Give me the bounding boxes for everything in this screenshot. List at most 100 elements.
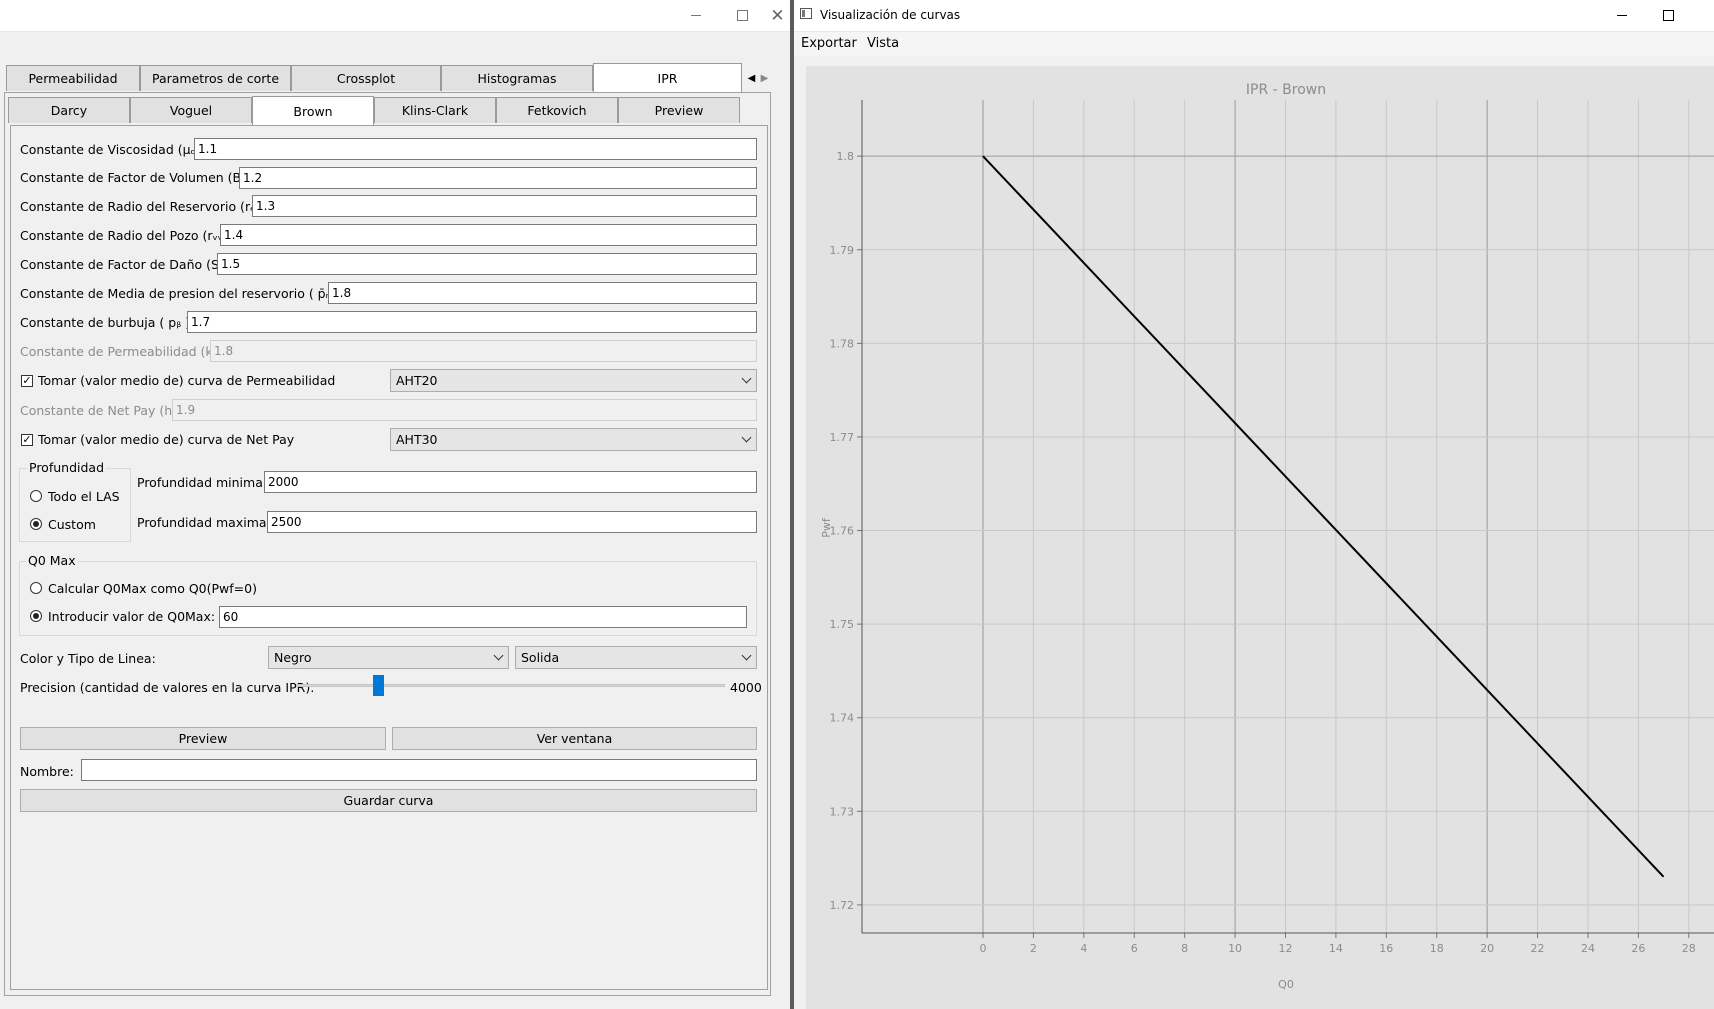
menubar: Exportar Vista [794, 32, 1714, 56]
ipr-chart[interactable]: IPR - Brown 0 2 4 6 8 10 12 14 16 18 20 22 24 26 28 1.… [806, 66, 1714, 1009]
permeability-curve-select[interactable]: AHT20 [390, 369, 757, 392]
line-type-select[interactable]: Solida [515, 646, 757, 669]
todo-el-las-radio[interactable] [30, 490, 42, 502]
x-tick-label: 16 [1379, 942, 1393, 955]
x-tick-label: 18 [1430, 942, 1444, 955]
q0max-calc-radio[interactable] [30, 582, 42, 594]
netpay-input[interactable]: 1.9 [172, 399, 757, 421]
x-tick-label: 10 [1228, 942, 1242, 955]
x-tick-label: 20 [1480, 942, 1494, 955]
line-type-value: Solida [521, 650, 560, 665]
y-tick-label: 1.73 [830, 805, 855, 818]
menu-exportar[interactable]: Exportar [801, 36, 857, 51]
tab-histogramas[interactable]: Histogramas [441, 65, 593, 91]
max-depth-input[interactable]: 2500 [267, 511, 757, 533]
tab-permeabilidad[interactable]: Permeabilidad [6, 65, 140, 91]
subtab-voguel[interactable]: Voguel [130, 97, 252, 123]
line-color-select[interactable]: Negro [268, 646, 509, 669]
chevron-down-icon [493, 650, 504, 661]
tab-scroll-left-icon[interactable]: ◀ [747, 72, 756, 84]
q0max-group [19, 561, 757, 636]
q0max-title: Q0 Max [26, 553, 78, 568]
x-tick-label: 8 [1181, 942, 1188, 955]
reservoir-radius-input[interactable]: 1.3 [252, 195, 757, 217]
profundidad-title: Profundidad [27, 460, 107, 475]
y-tick-label: 1.79 [830, 244, 855, 257]
netpay-curve-value: AHT30 [396, 432, 438, 447]
permeability-curve-label: Tomar (valor medio de) curva de Permeabi… [38, 373, 336, 388]
nombre-input[interactable] [81, 759, 757, 781]
x-tick-label: 0 [979, 942, 986, 955]
netpay-label: Constante de Net Pay (h): [20, 403, 182, 418]
chart-series [982, 155, 1665, 878]
subtab-preview[interactable]: Preview [618, 97, 740, 123]
subtab-darcy[interactable]: Darcy [8, 97, 130, 123]
subtab-brown[interactable]: Brown [252, 96, 374, 125]
q0max-value-input[interactable]: 60 [219, 606, 747, 628]
window-title: Visualización de curvas [820, 8, 961, 22]
x-tick-label: 12 [1278, 942, 1292, 955]
q0max-calc-label: Calcular Q0Max como Q0(Pwf=0) [48, 581, 257, 596]
permeability-curve-checkbox[interactable]: ✓ [21, 374, 33, 387]
chevron-down-icon [741, 650, 752, 661]
volume-factor-input[interactable]: 1.2 [239, 167, 757, 189]
mean-pressure-label: Constante de Media de presion del reserv… [20, 286, 342, 301]
custom-radio[interactable] [30, 518, 42, 530]
menu-vista[interactable]: Vista [867, 36, 900, 51]
bubble-point-input[interactable]: 1.7 [187, 311, 757, 333]
subtab-klins-clark[interactable]: Klins-Clark [374, 97, 496, 123]
y-tick-label: 1.8 [837, 150, 855, 163]
viscosity-label: Constante de Viscosidad (μₒ): [20, 142, 205, 157]
line-color-value: Negro [274, 650, 312, 665]
precision-slider-track[interactable] [296, 684, 725, 687]
well-radius-label: Constante de Radio del Pozo (rᵥᵥ): [20, 228, 233, 243]
ipr-curve-line [982, 155, 1665, 878]
min-depth-input[interactable]: 2000 [264, 471, 757, 493]
permeability-input[interactable]: 1.8 [210, 340, 757, 362]
preview-button[interactable]: Preview [20, 727, 386, 750]
x-tick-label: 22 [1531, 942, 1545, 955]
precision-value: 4000 [730, 680, 762, 695]
netpay-curve-checkbox[interactable]: ✓ [21, 433, 33, 446]
x-tick-label: 26 [1631, 942, 1645, 955]
tab-scroll-right-icon[interactable]: ▶ [760, 72, 769, 84]
chevron-down-icon [741, 373, 752, 384]
tab-parametros-de-corte[interactable]: Parametros de corte [140, 65, 291, 91]
bubble-point-label: Constante de burbuja ( pᵦ ): [20, 315, 195, 330]
x-tick-label: 2 [1030, 942, 1037, 955]
nombre-label: Nombre: [20, 764, 74, 779]
left-titlebar: ✕ [0, 0, 790, 32]
chart-grid [862, 100, 1714, 933]
subtab-fetkovich[interactable]: Fetkovich [496, 97, 618, 123]
y-tick-label: 1.77 [830, 431, 855, 444]
mean-pressure-input[interactable]: 1.8 [328, 282, 757, 304]
close-icon[interactable]: ✕ [770, 5, 785, 26]
q0max-input-radio[interactable] [30, 610, 42, 622]
chart-title: IPR - Brown [1246, 82, 1326, 98]
window-divider [790, 0, 794, 1009]
minimize-icon[interactable] [1599, 0, 1645, 31]
maximize-icon[interactable] [719, 0, 765, 31]
ver-ventana-button[interactable]: Ver ventana [392, 727, 757, 750]
tab-crossplot[interactable]: Crossplot [291, 65, 441, 91]
y-tick-label: 1.75 [830, 618, 855, 631]
viscosity-input[interactable]: 1.1 [194, 138, 757, 160]
netpay-curve-select[interactable]: AHT30 [390, 428, 757, 451]
right-titlebar: Visualización de curvas [794, 0, 1714, 32]
tab-ipr[interactable]: IPR [593, 63, 742, 92]
x-tick-labels: 0 2 4 6 8 10 12 14 16 18 20 22 24 26 28 [979, 942, 1695, 955]
guardar-curva-button[interactable]: Guardar curva [20, 789, 757, 812]
curve-viewer-window: Visualización de curvas Exportar Vista I… [794, 0, 1714, 1009]
precision-label: Precision (cantidad de valores en la cur… [20, 680, 315, 695]
y-axis-label: Pwf [820, 517, 833, 538]
x-tick-label: 14 [1329, 942, 1343, 955]
well-radius-input[interactable]: 1.4 [220, 224, 757, 246]
maximize-icon[interactable] [1645, 0, 1691, 31]
skin-factor-input[interactable]: 1.5 [217, 253, 757, 275]
minimize-icon[interactable] [673, 0, 719, 31]
precision-slider-thumb[interactable] [372, 675, 384, 696]
y-tick-label: 1.78 [830, 337, 855, 350]
permeability-curve-value: AHT20 [396, 373, 438, 388]
x-tick-label: 28 [1682, 942, 1696, 955]
y-tick-label: 1.76 [830, 525, 855, 538]
